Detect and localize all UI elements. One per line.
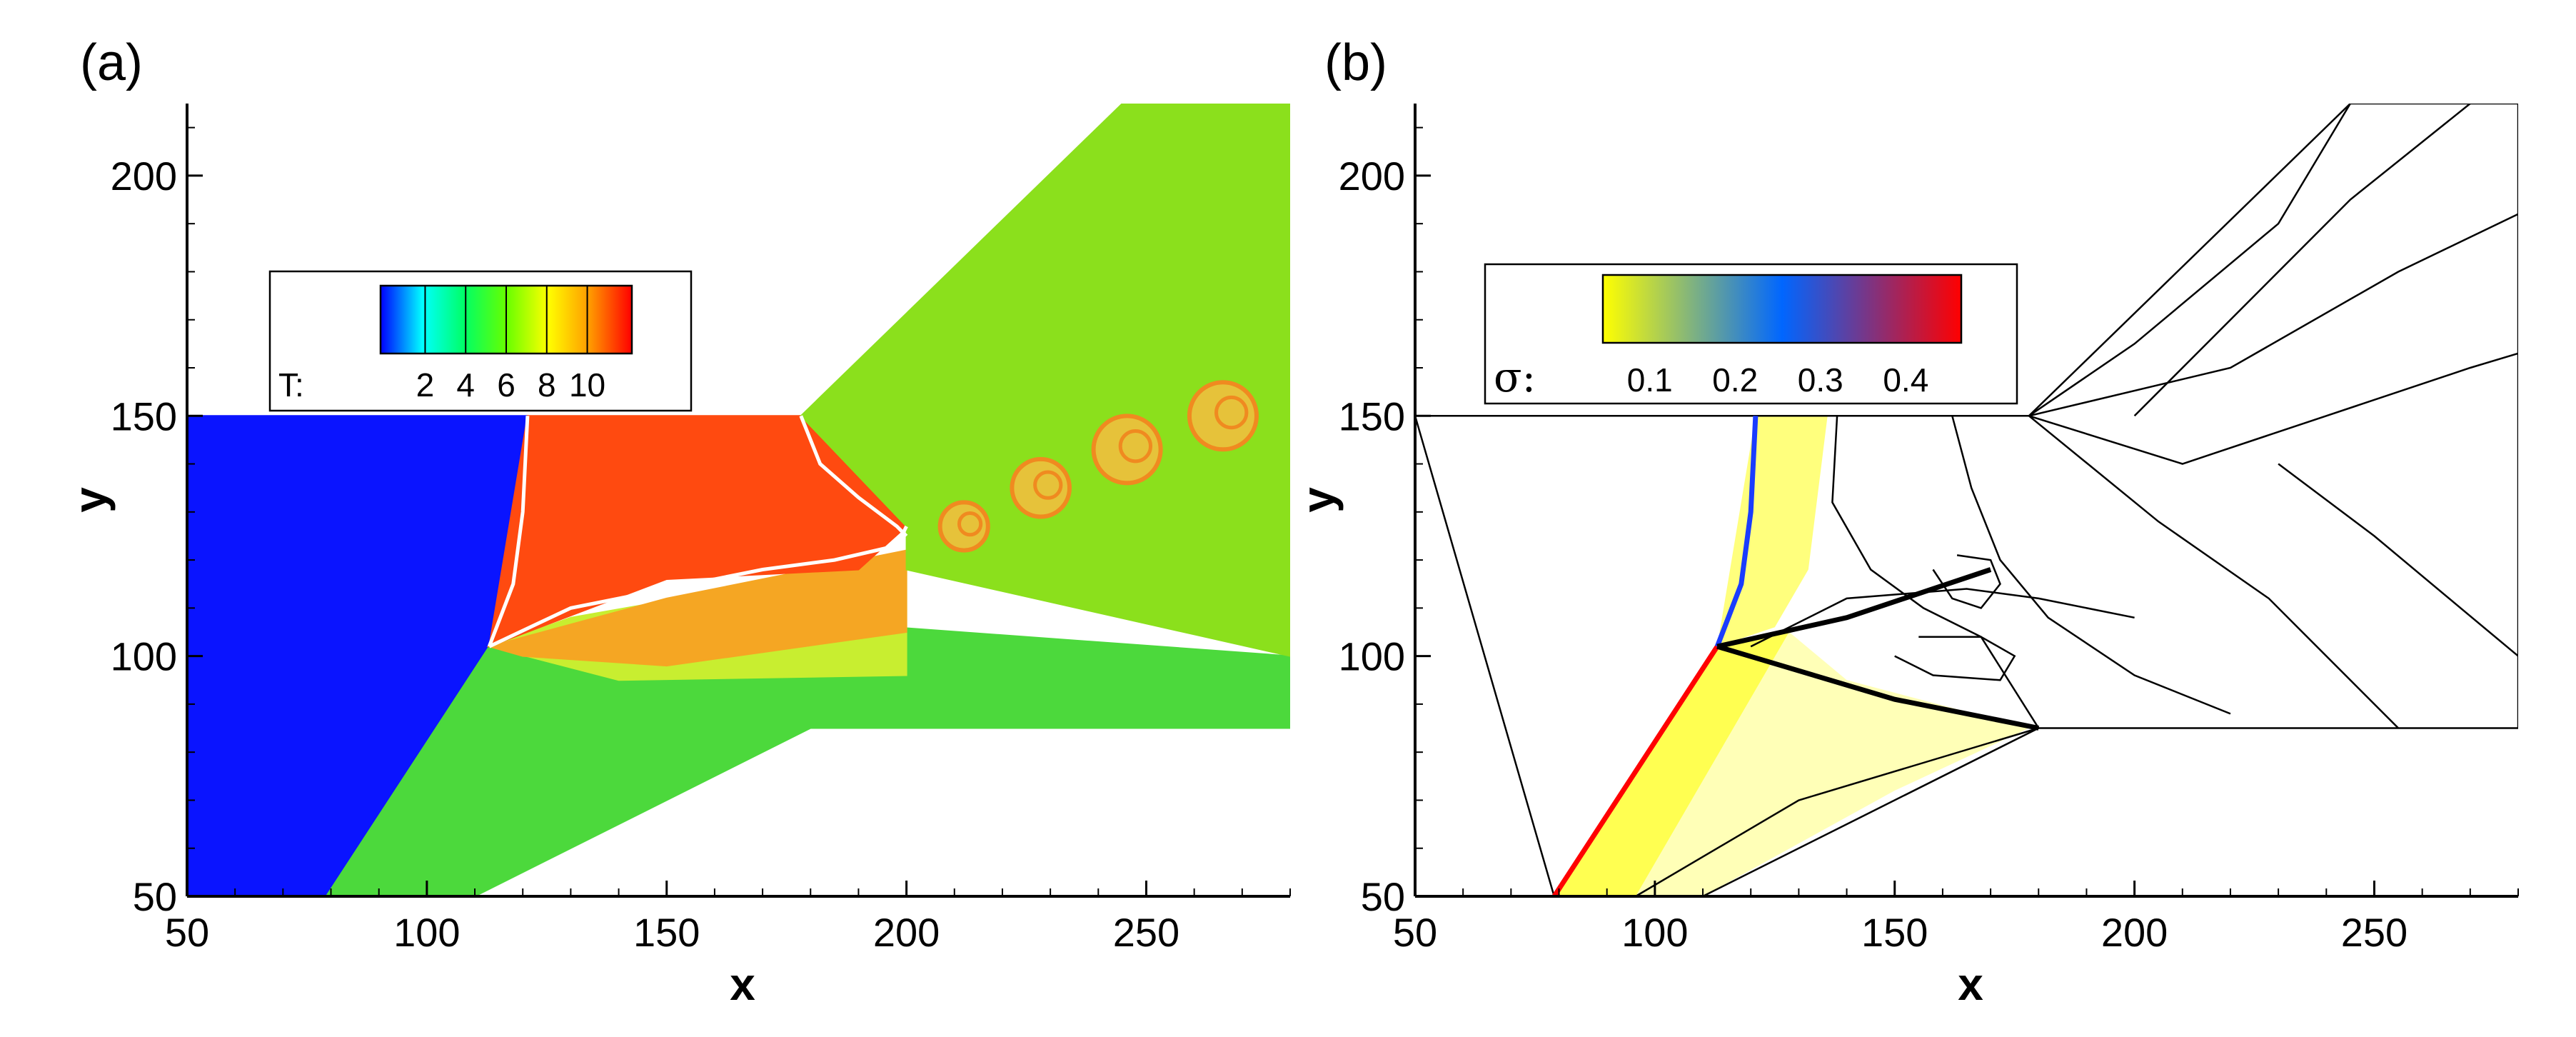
y-tick-label: 150 [1339, 394, 1405, 439]
y-tick-label: 50 [133, 874, 177, 919]
contour-mach-stem [487, 416, 530, 648]
contour-c2 [2028, 352, 2518, 465]
shock-reflected-shock [1716, 643, 2039, 731]
colorbar-a-ticks: 2 4 6 8 10 [416, 366, 605, 404]
y-tick-label: 50 [1361, 874, 1405, 919]
contour-c10 [1635, 727, 2039, 896]
colorbar-a-tick-label: 2 [416, 366, 435, 404]
x-tick-label: 250 [2341, 910, 2408, 955]
vortex-core [1033, 470, 1063, 500]
colorbar-b-tick-label: 0.3 [1798, 361, 1843, 399]
x-tick-label: 250 [1113, 910, 1179, 955]
contour-c4 [2028, 213, 2518, 417]
temperature-field [187, 104, 1290, 896]
colorbar-b-gradient [1601, 274, 1963, 344]
panel-b: (b) 50 100 150 200 250 50 100 150 200 x y σ: 0.1… [1292, 34, 2519, 1010]
axis-ticks-a: 50 100 150 200 250 50 100 150 200 [111, 126, 1291, 955]
vortex-core [1214, 395, 1249, 430]
contour-layer-b [1551, 104, 2518, 896]
contour-c12 [2278, 463, 2518, 657]
x-axis-label-b: x [1958, 958, 1983, 1010]
contour-c8 [1894, 636, 2016, 681]
contour-c11 [2133, 104, 2471, 417]
colorbar-a-tick-label: 10 [569, 366, 605, 404]
y-tick-label: 200 [1339, 154, 1405, 199]
sigma-stem-band [1717, 416, 1828, 647]
contour-c6 [1951, 415, 2231, 715]
colorbar-b-ticks: 0.1 0.2 0.3 0.4 [1627, 361, 1929, 399]
y-axis-label-a: y [64, 487, 116, 513]
y-axis-label-b: y [1292, 487, 1344, 513]
panel-a-label: (a) [80, 34, 143, 91]
contour-c5 [1831, 416, 2040, 729]
colorbar-a-label: T: [278, 366, 304, 404]
colorbar-b-tick-label: 0.2 [1712, 361, 1758, 399]
contour-c3 [2028, 415, 2399, 729]
contour-c1 [2028, 104, 2351, 417]
colorbar-a-tick-label: 6 [497, 366, 515, 404]
colorbar-a-tick-label: 8 [538, 366, 556, 404]
shock-incident-shock [1551, 645, 1720, 896]
x-tick-label: 100 [393, 910, 460, 955]
colorbar-a: T: 2 4 6 8 10 [268, 270, 693, 412]
x-axis-label-a: x [730, 958, 755, 1010]
x-tick-label: 200 [873, 910, 940, 955]
x-tick-label: 150 [1861, 910, 1928, 955]
contour-c7 [1932, 554, 2001, 609]
colorbar-b: σ: 0.1 0.2 0.3 0.4 [1484, 263, 2018, 405]
contour-reflected-shock [799, 415, 908, 538]
x-tick-label: 200 [2101, 910, 2168, 955]
x-tick-label: 150 [633, 910, 700, 955]
colorbar-a-dividers [424, 286, 588, 354]
vortex-core [957, 511, 983, 537]
y-tick-label: 100 [1339, 634, 1405, 679]
axis-ticks-b: 50 100 150 200 250 50 100 150 200 [1339, 126, 2519, 955]
sigma-incident-band [1554, 632, 1789, 896]
region-slipstream-zone [486, 549, 907, 667]
y-tick-label: 200 [111, 154, 177, 199]
x-tick-label: 50 [165, 910, 209, 955]
shock-mach-stem [1714, 416, 1759, 648]
x-tick-label: 50 [1393, 910, 1437, 955]
domain-outline [1415, 104, 2518, 896]
x-tick-label: 100 [1621, 910, 1688, 955]
y-tick-label: 100 [111, 634, 177, 679]
colorbar-a-tick-label: 4 [456, 366, 475, 404]
colorbar-b-label: σ: [1494, 353, 1536, 401]
y-tick-label: 150 [111, 394, 177, 439]
panel-b-label: (b) [1324, 34, 1387, 91]
sigma-field [1415, 104, 2518, 896]
colorbar-b-tick-label: 0.1 [1627, 361, 1673, 399]
sigma-wedge-band [1636, 632, 2029, 896]
vortex-layer [937, 380, 1259, 553]
contour-c9 [1750, 588, 2135, 648]
vortex-core [1118, 429, 1153, 464]
contour-slip-line [488, 525, 908, 648]
contour-layer [487, 415, 908, 648]
colorbar-b-tick-label: 0.4 [1883, 361, 1928, 399]
